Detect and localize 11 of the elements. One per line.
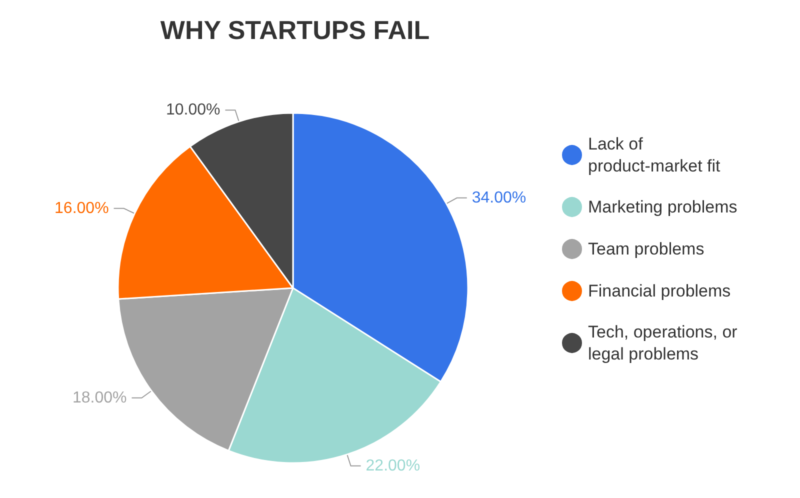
data-label: 34.00% bbox=[472, 189, 526, 206]
data-label: 18.00% bbox=[72, 389, 127, 406]
legend-label: Marketing problems bbox=[588, 198, 738, 216]
data-label: 22.00% bbox=[366, 457, 420, 474]
legend-label: Tech, operations, or legal problems bbox=[588, 322, 742, 364]
legend-label: Lack of product-market fit bbox=[588, 134, 721, 176]
data-label: 10.00% bbox=[166, 102, 220, 119]
legend-label: Team problems bbox=[588, 240, 704, 258]
legend-label: Financial problems bbox=[588, 282, 731, 300]
data-label: 16.00% bbox=[54, 200, 109, 217]
chart-title: WHY STARTUPS FAIL bbox=[160, 15, 430, 45]
